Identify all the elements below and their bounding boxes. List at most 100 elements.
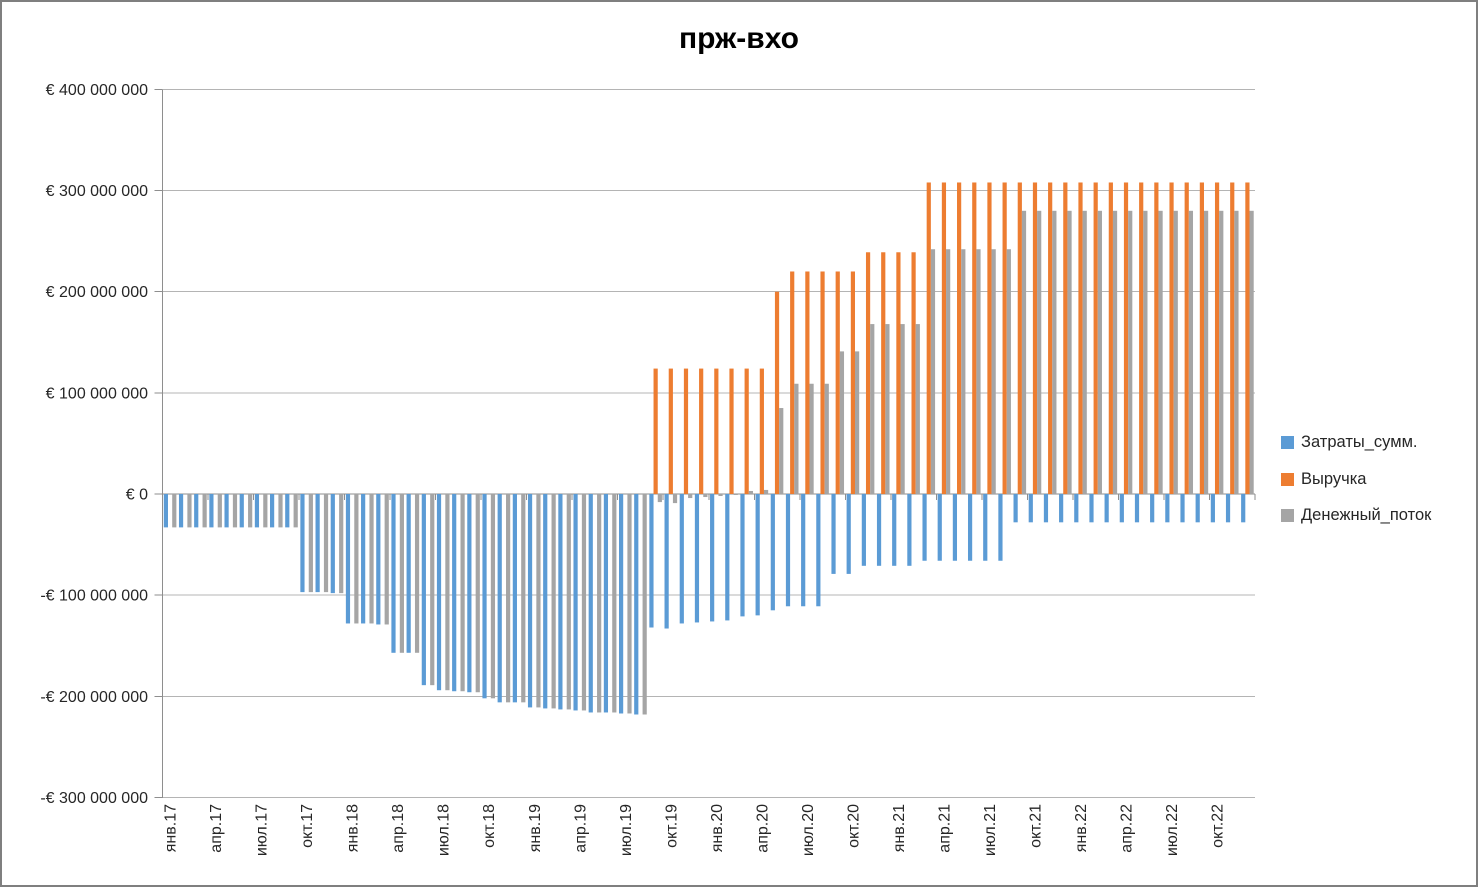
y-axis-label: € 0 [126, 487, 148, 504]
x-axis-label: апр.19 [572, 804, 589, 853]
x-axis-label: июл.18 [436, 804, 453, 856]
bar-costs [770, 494, 775, 611]
x-axis-label: июл.21 [982, 804, 999, 856]
bar-cashflow [1021, 210, 1027, 495]
y-axis-label: -€ 300 000 000 [40, 790, 148, 807]
x-axis-label: апр.21 [936, 804, 953, 853]
bar-cashflow [308, 494, 313, 593]
bar-revenue [972, 182, 977, 495]
bar-cashflow [202, 494, 207, 528]
bar-cashflow [1082, 210, 1087, 495]
bar-cashflow [1219, 210, 1224, 495]
x-axis-label: янв.19 [527, 804, 544, 852]
y-axis-label: -€ 100 000 000 [40, 588, 148, 605]
bar-cashflow [430, 494, 435, 686]
bar-cashflow [475, 494, 480, 693]
bar-revenue [1230, 182, 1235, 495]
bar-cashflow [1067, 210, 1072, 495]
bar-cashflow [1203, 210, 1209, 495]
bar-costs [452, 494, 457, 692]
bar-cashflow [779, 408, 784, 494]
bar-costs [679, 494, 684, 624]
bar-revenue [865, 252, 871, 494]
bar-costs [224, 494, 229, 528]
bar-costs [1195, 494, 1200, 523]
bar-cashflow [1188, 210, 1194, 495]
bar-cashflow [399, 494, 404, 653]
bar-cashflow [885, 324, 890, 494]
bar-costs [194, 494, 199, 528]
bar-costs [209, 494, 214, 528]
bar-costs [421, 494, 426, 686]
bar-costs [664, 494, 669, 629]
bar-revenue [1139, 182, 1144, 495]
bar-cashflow [597, 494, 602, 713]
x-axis-label: июл.20 [800, 804, 817, 856]
bar-costs [497, 494, 502, 703]
bar-costs [1074, 494, 1079, 523]
bar-revenue [1032, 182, 1038, 495]
bar-costs [694, 494, 700, 623]
x-axis-label: окт.22 [1210, 804, 1227, 848]
bar-costs [603, 494, 609, 713]
bar-cashflow [672, 494, 678, 504]
bar-revenue [941, 182, 947, 495]
bar-cashflow [657, 494, 662, 503]
x-axis-label: окт.18 [481, 804, 498, 848]
bar-revenue [1048, 182, 1053, 495]
bar-costs [239, 494, 244, 528]
bar-costs [345, 494, 351, 624]
x-axis-label: апр.17 [208, 804, 225, 853]
bar-cashflow [490, 494, 496, 699]
bar-cashflow [763, 489, 769, 494]
bar-revenue [911, 252, 916, 494]
bar-revenue [1078, 182, 1083, 495]
bar-costs [710, 494, 715, 622]
bar-costs [1180, 494, 1185, 523]
bar-revenue [820, 271, 825, 494]
bar-cashflow [642, 494, 647, 715]
bar-costs [967, 494, 973, 561]
legend-label-revenue: Выручка [1301, 469, 1367, 488]
bar-costs [1119, 494, 1124, 523]
bar-cashflow [870, 324, 875, 494]
bar-cashflow [445, 494, 450, 691]
bar-cashflow [794, 383, 799, 494]
bar-revenue [957, 182, 962, 495]
x-axis-label: янв.20 [709, 804, 726, 852]
legend-label-costs: Затраты_сумм. [1301, 432, 1418, 451]
bar-costs [300, 494, 305, 593]
bar-costs [558, 494, 563, 710]
bar-revenue [1154, 182, 1159, 495]
bar-revenue [699, 368, 704, 494]
bar-revenue [850, 271, 855, 494]
legend-item-cashflow: Денежный_поток [1281, 505, 1431, 525]
bar-cashflow [354, 494, 359, 624]
bar-cashflow [1234, 210, 1239, 495]
y-axis-label: € 300 000 000 [46, 183, 148, 200]
bar-costs [467, 494, 472, 693]
bar-costs [1210, 494, 1215, 523]
bar-costs [634, 494, 639, 715]
bar-revenue [774, 291, 780, 494]
bar-cashflow [293, 494, 298, 528]
bar-cashflow [506, 494, 511, 703]
x-axis-label: окт.17 [299, 804, 316, 848]
bar-costs [573, 494, 578, 711]
bar-costs [178, 494, 184, 528]
bar-costs [406, 494, 411, 653]
bar-costs [952, 494, 958, 561]
x-axis-labels: янв.17 апр.17 июл.17 окт.17 янв.18 апр.18 июл.… [163, 804, 1227, 856]
bar-cashflow [961, 249, 966, 494]
x-axis-label: апр.22 [1119, 804, 1136, 853]
bar-cashflow [278, 494, 283, 528]
bar-revenue [1093, 182, 1098, 495]
bars-costs [163, 494, 1246, 715]
bar-costs [831, 494, 836, 574]
bar-costs [1165, 494, 1170, 523]
bar-costs [619, 494, 624, 714]
bar-cashflow [688, 494, 693, 499]
bar-cashflow [248, 494, 253, 528]
bar-costs [1013, 494, 1018, 523]
